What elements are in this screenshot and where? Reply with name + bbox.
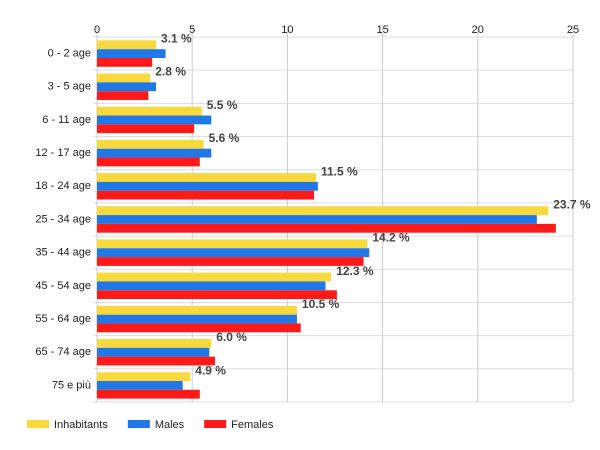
bar (97, 157, 200, 167)
y-tick-label: 75 e più (52, 379, 91, 391)
bar (97, 139, 204, 149)
data-label: 6.0 % (216, 330, 247, 344)
bar (97, 181, 318, 191)
data-label: 3.1 % (161, 32, 192, 46)
data-label: 14.2 % (372, 231, 410, 245)
legend-swatch (204, 420, 227, 428)
y-tick-label: 12 - 17 age (35, 147, 91, 159)
data-label: 4.9 % (195, 363, 226, 377)
legend-swatch (127, 420, 150, 428)
data-label: 10.5 % (302, 297, 340, 311)
data-label: 11.5 % (321, 164, 358, 178)
bar (97, 223, 556, 233)
bar (97, 91, 149, 100)
bar (97, 190, 315, 200)
data-label: 5.5 % (207, 98, 238, 112)
y-tick-label: 18 - 24 age (35, 180, 91, 192)
x-tick-label: 10 (281, 24, 293, 36)
bar (97, 339, 212, 348)
bar (97, 372, 191, 382)
bar (97, 115, 212, 125)
bar (97, 173, 316, 182)
bar (97, 381, 183, 390)
bar (97, 106, 202, 116)
bar (97, 206, 549, 216)
bar (97, 347, 210, 357)
y-tick-label: 35 - 44 age (35, 247, 91, 259)
bar (97, 272, 332, 282)
data-label: 12.3 % (336, 264, 374, 278)
bar (97, 257, 364, 266)
legend-label: Females (231, 419, 274, 431)
bar (97, 148, 212, 158)
y-tick-label: 45 - 54 age (35, 280, 91, 292)
bar (97, 356, 216, 366)
y-tick-label: 25 - 34 age (35, 213, 91, 225)
data-label: 23.7 % (553, 197, 591, 211)
y-tick-label: 65 - 74 age (35, 346, 91, 358)
bar (97, 82, 157, 92)
x-tick-label: 15 (376, 24, 388, 36)
x-tick-label: 25 (567, 24, 579, 36)
bar (97, 40, 157, 50)
legend-label: Inhabitants (54, 419, 108, 431)
bar (97, 389, 200, 399)
legend-label: Males (155, 419, 185, 431)
bar (97, 215, 537, 224)
bar (97, 73, 151, 83)
y-tick-label: 3 - 5 age (48, 81, 91, 93)
bar (97, 124, 195, 134)
y-tick-label: 0 - 2 age (48, 47, 91, 59)
data-label: 5.6 % (209, 131, 240, 145)
bar (97, 49, 166, 58)
bar (97, 239, 368, 249)
bar (97, 57, 153, 67)
legend-swatch (27, 420, 49, 428)
y-tick-label: 6 - 11 age (42, 114, 91, 126)
bar (97, 290, 337, 300)
bar (97, 248, 370, 258)
bar (97, 305, 297, 315)
x-tick-label: 0 (94, 24, 100, 36)
x-tick-label: 5 (189, 24, 195, 36)
bar (97, 281, 326, 291)
bar (97, 314, 297, 324)
bar (97, 323, 301, 333)
y-tick-label: 55 - 64 age (35, 313, 91, 325)
data-label: 2.8 % (155, 65, 186, 79)
x-tick-label: 20 (472, 24, 484, 36)
